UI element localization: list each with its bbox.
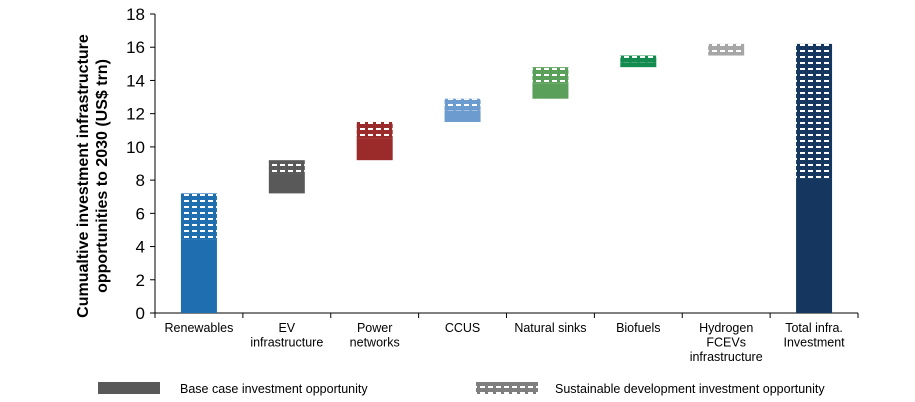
bar-sustainable-dev-hatch [180,193,217,240]
y-tick-label: 0 [136,304,145,323]
y-axis: 0 2 4 6 8 10 12 14 16 18 [126,5,156,323]
x-category-label: Biofuels [616,321,660,335]
y-axis-title-text: Cumualtive investment infrastructure oppo… [75,34,111,318]
bar-base-case [444,110,481,122]
x-category-label-line: Total infra. [785,321,843,335]
x-category-label-line: Biofuels [616,321,660,335]
y-tick-label: 10 [126,138,145,157]
bar-sustainable-dev-hatch [356,121,393,139]
y-axis-title: Cumualtive investment infrastructure oppo… [75,34,111,318]
x-category-label: Hydrogen FCEVs infrastructure [690,321,763,364]
bar-sustainable-dev-hatch [444,98,481,111]
x-category-label: Power networks [350,321,400,350]
y-tick-label: 16 [126,38,145,57]
y-tick-label: 18 [126,5,145,24]
bar-sustainable-dev-hatch [708,43,745,56]
bar-base-case [532,83,569,99]
x-category-label-line: Hydrogen [699,321,753,335]
bar-base-case [268,173,305,194]
bar-base-case [180,239,217,313]
bar-base-case [796,178,833,313]
legend-label: Sustainable development investment oppor… [555,382,825,396]
y-tick-label: 6 [136,204,145,223]
x-category-label-line: infrastructure [690,350,763,364]
x-category-label-line: networks [350,336,400,350]
x-category-label-line: Power [357,321,392,335]
legend-label: Base case investment opportunity [180,382,368,396]
y-tick-label: 8 [136,171,145,190]
x-category-label-line: infrastructure [250,336,323,350]
bar-sustainable-dev-hatch [620,55,657,63]
x-category-label: Natural sinks [514,321,586,335]
x-category-label-line: CCUS [445,321,480,335]
y-tick-label: 12 [126,105,145,124]
y-axis-title-line: Cumualtive investment infrastructure [75,34,92,318]
legend-swatch [98,382,160,394]
y-tick-label: 4 [136,238,145,257]
bar-sustainable-dev-hatch [796,43,833,179]
x-category-label: EV infrastructure [250,321,323,350]
x-category-label: Total infra. Investment [783,321,845,350]
legend: Base case investment opportunity Sustaina… [98,382,825,396]
bar-sustainable-dev-hatch [268,160,305,174]
x-category-label: CCUS [445,321,480,335]
x-category-label-line: Natural sinks [514,321,586,335]
bar-base-case [356,138,393,161]
x-category-label-line: Investment [783,336,845,350]
x-category-label-line: FCEVs [706,336,746,350]
bar-base-case [620,62,657,68]
y-tick-label: 14 [126,71,145,90]
bar-sustainable-dev-hatch [532,67,569,84]
y-axis-title-line: opportunities to 2030 (US$ trn) [94,59,111,293]
x-category-label-line: EV [278,321,295,335]
legend-swatch-hatch [476,382,538,394]
x-category-label-line: Renewables [165,321,234,335]
bars-group [180,43,833,313]
y-tick-label: 2 [136,271,145,290]
x-category-label: Renewables [165,321,234,335]
